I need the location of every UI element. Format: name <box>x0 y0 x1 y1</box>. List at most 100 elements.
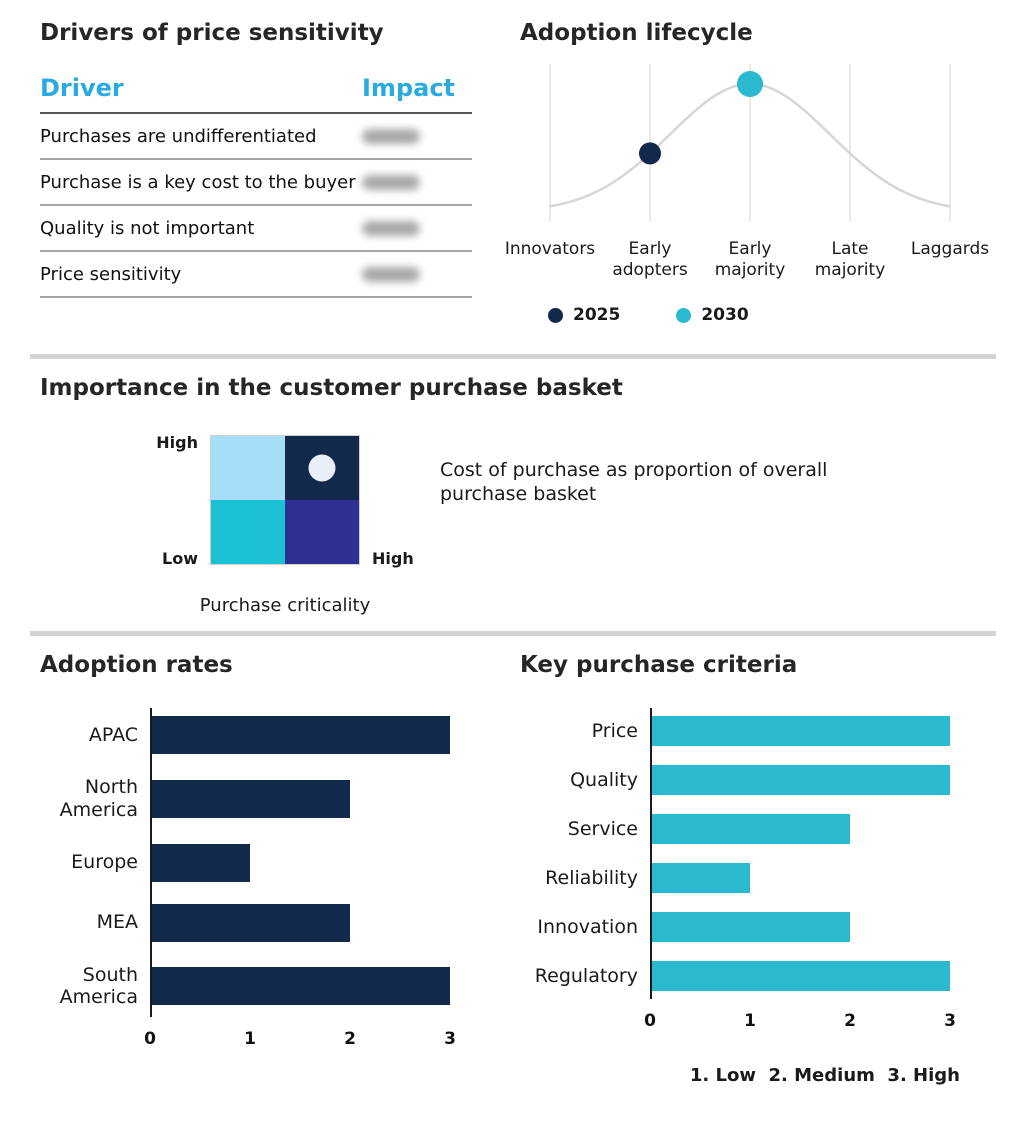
x-tick: 2 <box>344 1029 356 1050</box>
x-tick: 1 <box>244 1029 256 1050</box>
impact-cell <box>362 266 472 282</box>
matrix-marker-dot <box>308 454 336 482</box>
matrix-title: Importance in the customer purchase bask… <box>40 375 623 401</box>
legend-item: 2030 <box>676 305 749 325</box>
quadrant-bottom-right <box>285 500 359 564</box>
legend-dot <box>676 307 692 323</box>
bar <box>150 967 450 1006</box>
key-criteria-panel: Key purchase criteria Price Quality Servic… <box>520 652 1000 1086</box>
driver-cell: Price sensitivity <box>40 263 182 285</box>
quadrant-bottom-left <box>211 500 285 564</box>
x-tick-label: Early majority <box>714 239 786 281</box>
driver-cell: Purchase is a key cost to the buyer <box>40 171 356 193</box>
bar-track <box>650 765 950 795</box>
x-axis-ticks: 0 1 2 3 <box>144 1029 456 1057</box>
table-body: Purchases are undifferentiated Purchase i… <box>40 114 472 298</box>
blurred-impact-value <box>362 220 420 236</box>
drivers-title: Drivers of price sensitivity <box>40 20 384 46</box>
bar-rows: APAC North America Europe MEA South America <box>40 708 480 1018</box>
price-drivers-table: Driver Impact Purchases are undifferenti… <box>40 74 472 298</box>
table-row: Price sensitivity <box>40 252 472 298</box>
drivers-panel: Drivers of price sensitivity Driver Impa… <box>40 20 480 298</box>
lifecycle-chart <box>549 64 951 222</box>
scale-footnote: 1. Low 2. Medium 3. High <box>689 1065 960 1086</box>
bar-row: MEA <box>40 903 480 942</box>
impact-cell <box>362 128 472 144</box>
impact-cell <box>362 220 472 236</box>
bar-row: Europe <box>40 843 480 882</box>
matrix-area: High Low High Purchase criticality Cost … <box>40 427 986 637</box>
table-row: Quality is not important <box>40 206 472 252</box>
bar <box>650 765 950 795</box>
bar-track <box>650 716 950 746</box>
bar <box>650 716 950 746</box>
lifecycle-title: Adoption lifecycle <box>520 20 753 46</box>
bar-category-label: Service <box>567 817 638 840</box>
blurred-impact-value <box>362 266 420 282</box>
bar <box>150 843 250 882</box>
bar-track <box>650 912 950 942</box>
bar <box>650 961 950 991</box>
bar-category-label: APAC <box>88 723 138 746</box>
bar-track <box>150 967 450 1006</box>
column-header-driver: Driver <box>40 74 124 102</box>
legend-dot <box>548 307 563 323</box>
bar <box>650 863 750 893</box>
bar-row: Regulatory <box>520 961 1000 991</box>
bar-row: Reliability <box>520 863 1000 893</box>
key-criteria-title: Key purchase criteria <box>520 652 798 678</box>
bar-row: Quality <box>520 765 1000 795</box>
x-tick: 1 <box>744 1011 756 1031</box>
driver-cell: Purchases are undifferentiated <box>40 125 317 147</box>
bar-track <box>650 863 950 893</box>
bar-track <box>650 961 950 991</box>
bar-category-label: North America <box>59 776 138 821</box>
bar <box>650 814 850 844</box>
adoption-rates-panel: Adoption rates APAC North America Europe ME… <box>40 652 480 1057</box>
bar <box>150 716 450 754</box>
legend-label: 2030 <box>701 305 749 325</box>
bar-category-label: Quality <box>570 768 638 791</box>
matrix-panel: Importance in the customer purchase bask… <box>40 375 986 637</box>
x-tick-label: Innovators <box>504 239 596 259</box>
y-axis-low-label: Low <box>162 549 198 568</box>
bar-category-label: Reliability <box>545 866 638 889</box>
x-tick: 0 <box>644 1011 656 1031</box>
table-header-row: Driver Impact <box>40 74 472 114</box>
quadrant-top-left <box>211 436 285 500</box>
blurred-impact-value <box>362 174 420 190</box>
bar-track <box>150 779 450 818</box>
x-axis-high-label: High <box>372 549 414 568</box>
table-row: Purchases are undifferentiated <box>40 114 472 160</box>
x-tick-label: Laggards <box>910 239 990 259</box>
x-tick: 3 <box>444 1029 456 1050</box>
x-tick-label: Early adopters <box>612 239 688 281</box>
blurred-impact-value <box>362 128 420 144</box>
bar <box>150 903 350 942</box>
bar-row: South America <box>40 964 480 1010</box>
bar <box>150 779 350 818</box>
bar-row: Price <box>520 716 1000 746</box>
bar <box>650 912 850 942</box>
legend-item: 2025 <box>548 305 620 325</box>
x-tick-label: Late majority <box>814 239 886 281</box>
bar-rows: Price Quality Service Reliability Innovation… <box>520 708 1000 999</box>
lifecycle-panel: Adoption lifecycle Innovators Early adopt… <box>505 20 1000 325</box>
bar-category-label: Innovation <box>537 915 638 938</box>
bar-track <box>150 903 450 942</box>
two-by-two-matrix <box>210 435 360 565</box>
legend-label: 2025 <box>573 305 621 325</box>
bar-category-label: Price <box>591 719 638 742</box>
bar-row: APAC <box>40 716 480 754</box>
adoption-rates-title: Adoption rates <box>40 652 233 678</box>
bar-category-label: MEA <box>96 911 138 934</box>
x-tick: 0 <box>144 1029 156 1050</box>
bar-track <box>150 716 450 754</box>
quadrant-top-right <box>285 436 359 500</box>
x-axis-title: Purchase criticality <box>199 595 371 616</box>
bar-track <box>150 843 450 882</box>
bar-track <box>650 814 950 844</box>
bar-row: Service <box>520 814 1000 844</box>
lifecycle-x-axis-labels: Innovators Early adopters Early majority La… <box>505 239 989 293</box>
